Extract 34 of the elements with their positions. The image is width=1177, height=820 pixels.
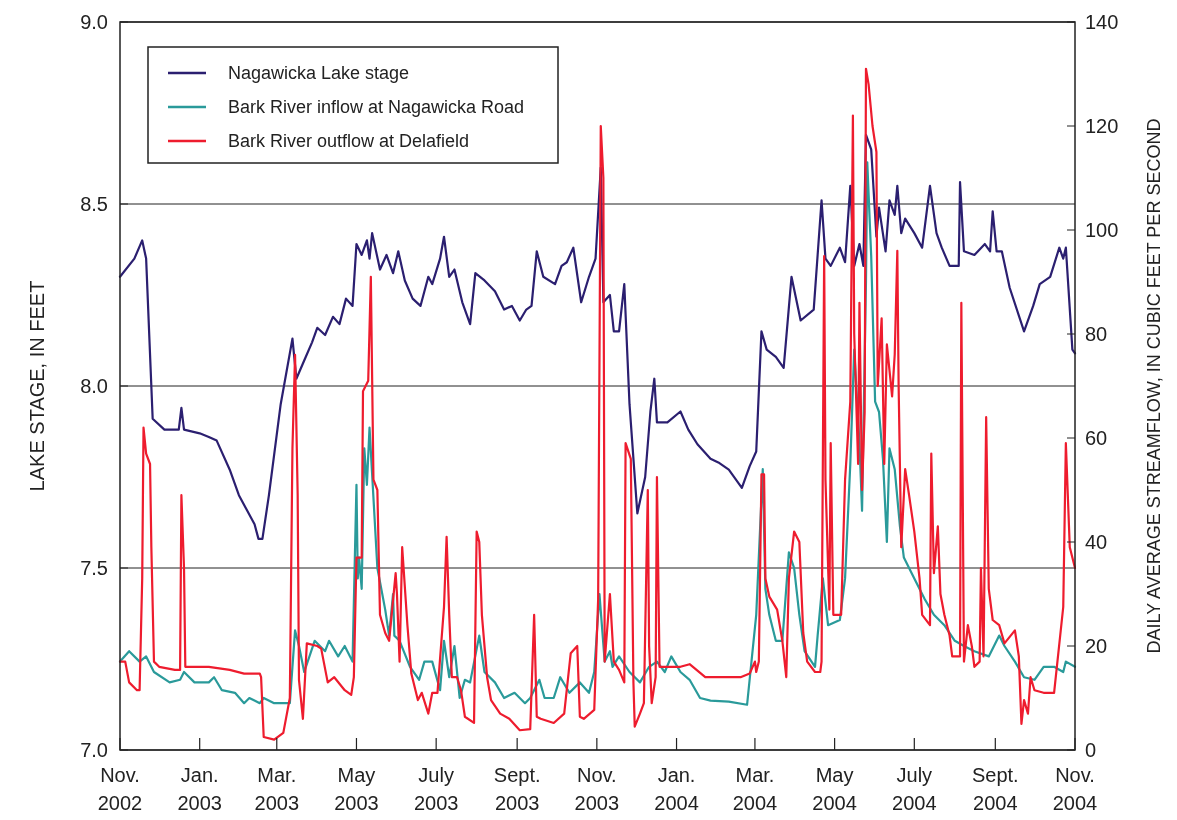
y-tick-label: 8.5 xyxy=(80,193,108,215)
y2-tick-label: 80 xyxy=(1085,323,1108,345)
x-tick-label: July 2003 xyxy=(413,764,459,814)
line-series xyxy=(118,67,1077,741)
x-tick-label: Jan. 2003 xyxy=(177,764,222,814)
x-tick-label: Jan. 2004 xyxy=(654,764,699,814)
x-tick-label: Sept. 2004 xyxy=(971,764,1019,814)
y2-tick-label: 120 xyxy=(1085,115,1119,137)
y2-tick-label: 0 xyxy=(1085,739,1097,761)
x-tick-label: May 2003 xyxy=(334,764,379,814)
y2-axis-title: DAILY AVERAGE STREAMFLOW, IN CUBIC FEET PER SECOND xyxy=(1144,118,1164,654)
y-tick-label: 9.0 xyxy=(80,11,108,33)
line-series xyxy=(118,161,1077,706)
y-tick-label: 8.0 xyxy=(80,375,108,397)
x-tick-label: May 2004 xyxy=(812,764,857,814)
y-tick-label: 7.0 xyxy=(80,739,108,761)
legend-label: Bark River outflow at Delafield xyxy=(228,131,470,152)
y2-tick-label: 60 xyxy=(1085,427,1108,449)
x-tick-label: Mar. 2003 xyxy=(254,764,300,814)
y-axis-title: LAKE STAGE, IN FEET xyxy=(26,280,48,492)
y-tick-label: 7.5 xyxy=(80,557,108,579)
x-tick-label: Mar. 2004 xyxy=(732,764,778,814)
x-tick-label: Nov. 2004 xyxy=(1052,764,1098,814)
line-series xyxy=(118,133,1077,540)
y2-tick-label: 140 xyxy=(1085,11,1119,33)
x-tick-label: Nov. 2002 xyxy=(97,764,143,814)
legend-label: Nagawicka Lake stage xyxy=(228,63,410,84)
y2-tick-label: 20 xyxy=(1085,635,1108,657)
x-tick-label: July 2004 xyxy=(892,764,937,814)
y2-tick-label: 100 xyxy=(1085,219,1119,241)
x-tick-label: Nov. 2003 xyxy=(574,764,620,814)
x-tick-label: Sept. 2003 xyxy=(493,764,541,814)
legend-label: Bark River inflow at Nagawicka Road xyxy=(228,97,525,118)
y2-tick-label: 40 xyxy=(1085,531,1108,553)
